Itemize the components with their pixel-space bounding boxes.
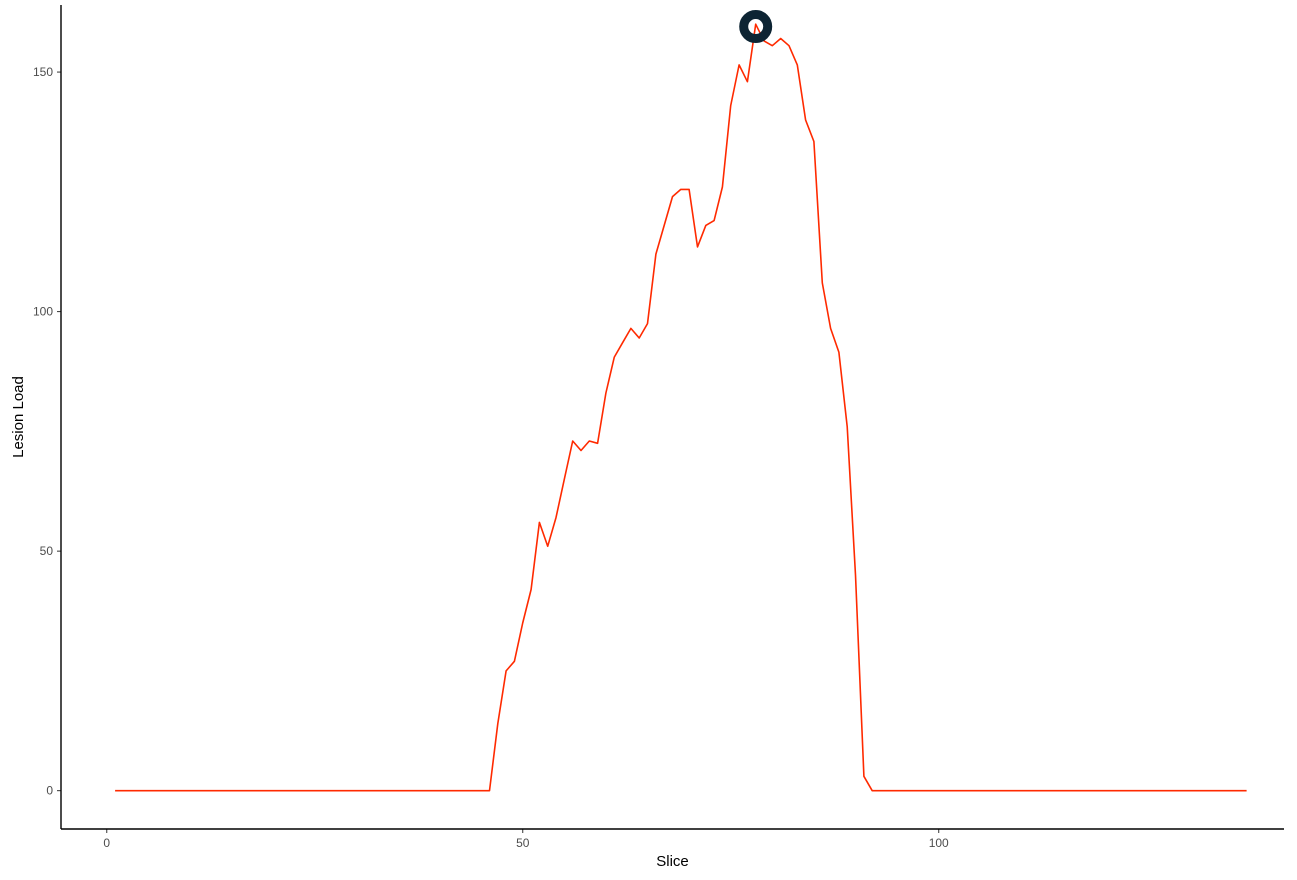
x-axis-title: Slice [656,853,689,870]
x-tick-label: 50 [516,836,530,850]
series-line [115,23,1247,792]
y-tick-label: 0 [46,784,53,798]
series-group [115,23,1247,792]
y-axis-title: Lesion Load [10,376,27,458]
y-tick-label: 100 [33,305,53,319]
y-tick-label: 50 [40,544,54,558]
peak-marker [739,10,773,44]
axis-ticks: 0 50 100 0 50 100 150 [33,65,949,850]
x-tick-label: 0 [103,836,110,850]
x-tick-label: 100 [929,836,949,850]
y-tick-label: 150 [33,65,53,79]
peak-marker-group [739,10,773,44]
